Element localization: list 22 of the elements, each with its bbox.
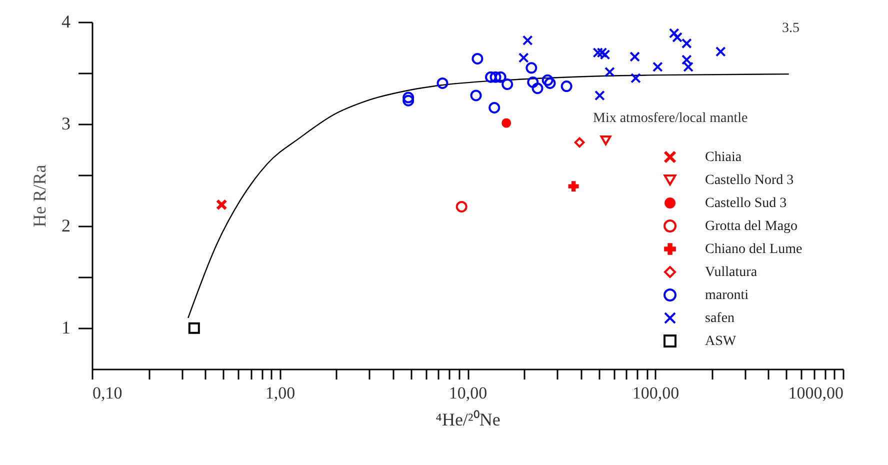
- annotation: 3.5: [782, 21, 800, 36]
- legend-label: Vullatura: [705, 265, 758, 280]
- x-tick-label: 100,00: [632, 384, 680, 402]
- y-tick-label: 1: [62, 318, 70, 338]
- x-tick-label: 0,10: [92, 384, 122, 402]
- x-tick-label: 1,00: [265, 384, 296, 402]
- legend-label: Chiano del Lume: [705, 242, 802, 257]
- y-tick-label: 3: [62, 114, 70, 134]
- legend-label: Chiaia: [705, 150, 742, 165]
- y-tick-label: 4: [62, 12, 70, 32]
- legend-label: Grotta del Mago: [705, 219, 798, 234]
- legend-label: Castello Sud 3: [705, 196, 787, 211]
- legend-label: Castello Nord 3: [705, 173, 794, 188]
- legend-label: safen: [705, 311, 735, 326]
- y-axis-title: He R/Ra: [30, 164, 50, 228]
- legend-label: ASW: [705, 334, 737, 349]
- legend-label: maronti: [705, 288, 749, 303]
- y-tick-label: 2: [62, 216, 70, 236]
- annotation: Mix atmosfere/local mantle: [593, 111, 748, 126]
- x-tick-label: 1000,00: [788, 384, 844, 402]
- x-axis-title: ⁴He/²⁰Ne: [436, 410, 500, 430]
- x-tick-label: 10,00: [448, 384, 488, 402]
